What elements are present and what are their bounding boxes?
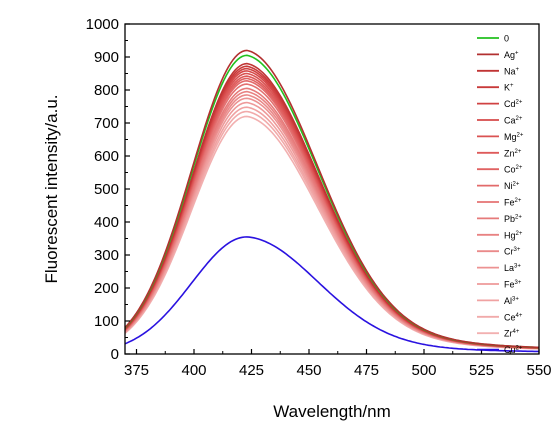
legend-label: Cr3+ (504, 247, 521, 257)
y-tick-label: 400 (94, 214, 119, 231)
x-tick-label: 375 (124, 362, 149, 379)
y-tick-label: 700 (94, 115, 119, 132)
x-tick-label: 475 (354, 362, 379, 379)
legend-item: Ce4+ (477, 312, 523, 322)
legend-label: Ca2+ (504, 116, 523, 126)
legend-label: Al3+ (504, 296, 519, 306)
legend-label: Cd2+ (504, 99, 523, 109)
x-axis: 375 400 425 450 475 500 525 550 (124, 349, 552, 379)
legend-item: La3+ (477, 263, 521, 273)
legend-item: Zn2+ (477, 148, 522, 158)
x-tick-label: 525 (469, 362, 494, 379)
legend-item: Cd2+ (477, 99, 523, 109)
legend-label: Na+ (504, 66, 520, 76)
legend-label: La3+ (504, 263, 521, 273)
legend-item: Co2+ (477, 165, 523, 175)
y-tick-label: 800 (94, 82, 119, 99)
series-layer (124, 49, 540, 353)
legend-label: 0 (504, 34, 509, 44)
x-tick-label: 425 (239, 362, 264, 379)
legend-item: Zr4+ (477, 329, 520, 339)
legend-item: Ni2+ (477, 181, 520, 191)
y-tick-label: 300 (94, 247, 119, 264)
legend-item: Cr3+ (477, 247, 521, 257)
legend-label: Ag+ (504, 50, 519, 60)
legend-item: Ca2+ (477, 116, 523, 126)
y-tick-label: 600 (94, 148, 119, 165)
legend-item: Ag+ (477, 50, 519, 60)
legend-label: Hg2+ (504, 230, 523, 240)
legend-item: K+ (477, 83, 514, 93)
x-tick-label: 450 (296, 362, 321, 379)
legend-label: K+ (504, 83, 514, 93)
legend-item: Hg2+ (477, 230, 523, 240)
x-tick-label: 550 (526, 362, 551, 379)
y-tick-label: 200 (94, 280, 119, 297)
legend-label: Zr4+ (504, 329, 520, 339)
legend-item: Na+ (477, 66, 520, 76)
legend-item: Mg2+ (477, 132, 524, 142)
legend-item: Fe2+ (477, 198, 522, 208)
legend-item: Cu2+ (477, 345, 523, 355)
y-tick-label: 1000 (86, 16, 119, 33)
legend-item: Al3+ (477, 296, 519, 306)
y-tick-label: 0 (111, 346, 119, 363)
y-tick-label: 500 (94, 181, 119, 198)
legend-label: Cu2+ (504, 345, 523, 355)
y-tick-label: 100 (94, 313, 119, 330)
legend-label: Zn2+ (504, 148, 522, 158)
legend-label: Ce4+ (504, 312, 523, 322)
legend-label: Fe3+ (504, 280, 522, 290)
y-tick-label: 900 (94, 49, 119, 66)
x-axis-title: Wavelength/nm (273, 402, 390, 421)
legend: 0 Ag+ Na+ K+ Cd2+ Ca2+ Mg2+ Zn2+ Co2+ Ni2+ Fe2+ Pb2… (477, 34, 524, 355)
legend-label: Mg2+ (504, 132, 524, 142)
legend-label: Fe2+ (504, 198, 522, 208)
y-axis: 0 100 200 300 400 500 600 700 800 900 1000 (86, 16, 130, 363)
series-line-cu-2plus (124, 236, 539, 353)
x-tick-label: 500 (411, 362, 436, 379)
legend-label: Co2+ (504, 165, 523, 175)
y-axis-title: Fluorescent intensity/a.u. (42, 95, 61, 284)
legend-label: Pb2+ (504, 214, 522, 224)
series-line-ag-plus (124, 49, 540, 349)
legend-item: Pb2+ (477, 214, 522, 224)
legend-item: 0 (477, 34, 509, 44)
x-tick-label: 400 (181, 362, 206, 379)
legend-label: Ni2+ (504, 181, 520, 191)
legend-item: Fe3+ (477, 280, 522, 290)
